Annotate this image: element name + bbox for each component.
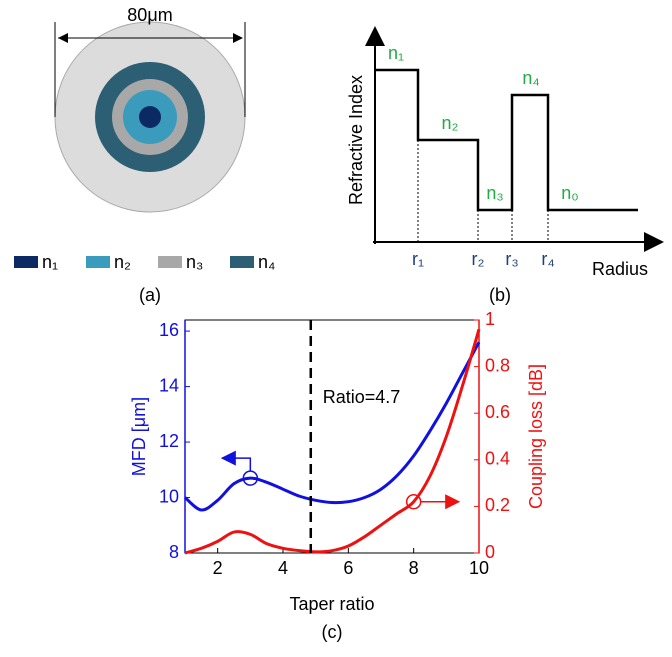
y2-tick-label: 0.2	[485, 495, 510, 515]
y2-tick-label: 0.6	[485, 402, 510, 422]
series-line	[184, 328, 481, 555]
y-tick-label: 14	[159, 375, 179, 395]
y-tick-label: 8	[169, 542, 179, 562]
y-tick-label: 12	[159, 431, 179, 451]
arrow-head	[58, 33, 68, 43]
legend-swatch	[230, 256, 254, 268]
x-tick-label: 8	[409, 558, 419, 578]
x-tick-label: 4	[278, 558, 288, 578]
legend-swatch	[14, 256, 38, 268]
legend-swatch	[158, 256, 182, 268]
caption: (a)	[139, 285, 161, 305]
chart: 2 4 6 8 10 8 10 12 14 16 0 0.2 0.4 0.6 0.8 1 Ratio=4.7 MF…	[129, 309, 546, 642]
caption: (c)	[322, 622, 343, 642]
profile-line	[375, 68, 638, 212]
level-label: n₄	[522, 68, 539, 88]
y2-tick-label: 0.4	[485, 449, 510, 469]
y2-tick-label: 0.8	[485, 355, 510, 375]
caption: (b)	[489, 285, 511, 305]
y2-tick-label: 1	[485, 309, 495, 329]
plot-frame	[184, 319, 480, 554]
legend-label: n₃	[186, 252, 203, 272]
fiber-cross-section: 80μm	[54, 5, 246, 213]
radius-label: r₁	[412, 249, 424, 269]
y-axis-label: Refractive Index	[346, 75, 366, 205]
y2-axis-label: Coupling loss [dB]	[526, 364, 546, 509]
x-axis-label: Radius	[592, 259, 648, 279]
index-profile	[365, 26, 664, 252]
legend-label: n₁	[42, 252, 58, 272]
core-n1	[139, 106, 161, 128]
series-line	[184, 341, 481, 512]
legend-swatch	[86, 256, 110, 268]
y-tick-label: 10	[159, 486, 179, 506]
level-label: n₀	[561, 183, 578, 203]
radius-label: r₂	[472, 249, 485, 269]
radius-label: r₃	[505, 249, 518, 269]
radius-label: r₄	[541, 249, 554, 269]
level-label: n₃	[486, 183, 503, 203]
y-axis-label: MFD [μm]	[129, 397, 149, 476]
x-tick-label: 10	[469, 558, 489, 578]
x-tick-label: 2	[213, 558, 223, 578]
y-tick-label: 16	[159, 320, 179, 340]
x-axis-label: Taper ratio	[289, 594, 374, 614]
indicator-arrow	[220, 450, 252, 472]
dimension-label: 80μm	[127, 5, 172, 25]
level-label: n₁	[388, 43, 404, 63]
legend: n₁ n₂ n₃ n₄	[14, 252, 275, 272]
y2-tick-label: 0	[485, 542, 495, 562]
annotation: Ratio=4.7	[323, 387, 401, 407]
legend-label: n₂	[114, 252, 131, 272]
legend-label: n₄	[258, 252, 275, 272]
level-label: n₂	[442, 113, 459, 133]
x-tick-label: 6	[343, 558, 353, 578]
